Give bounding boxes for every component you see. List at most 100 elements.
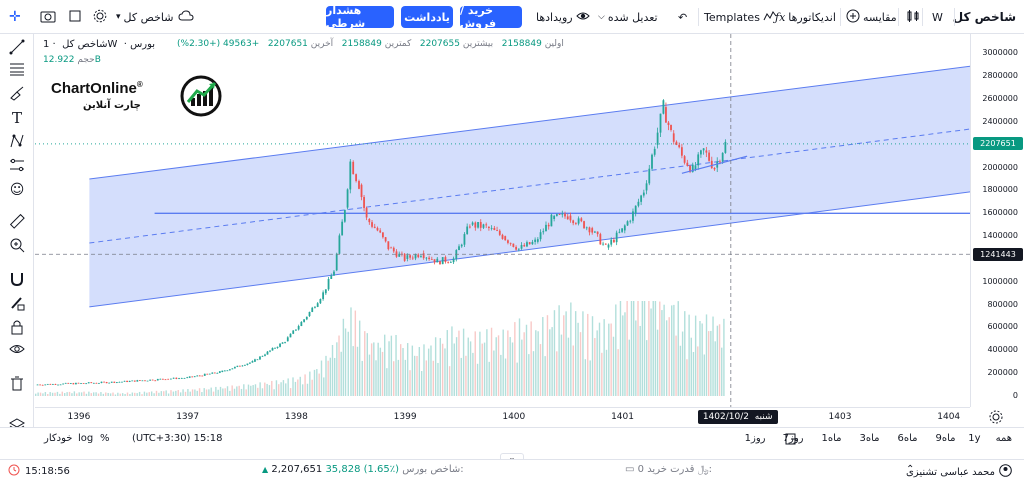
- chart-settings-button[interactable]: [988, 409, 1006, 427]
- horizontal-lines-tool[interactable]: [7, 60, 27, 80]
- prediction-tool[interactable]: [7, 156, 27, 176]
- pattern-tool[interactable]: [7, 132, 27, 152]
- adjusted-dropdown[interactable]: ⌵ تعدیل شده: [598, 10, 658, 24]
- volume-bar: [539, 344, 542, 396]
- trend-line-tool[interactable]: [7, 38, 27, 58]
- price-chart[interactable]: [35, 34, 970, 407]
- candle-body: [180, 378, 183, 379]
- auto-toggle[interactable]: خودکار: [44, 433, 73, 444]
- candle-body: [183, 378, 186, 379]
- chevron-up-icon[interactable]: ⌃: [906, 464, 915, 475]
- period-button[interactable]: 9ماه: [935, 433, 956, 444]
- volume-bar: [628, 339, 631, 396]
- draw-mode-tool[interactable]: [7, 294, 27, 314]
- volume-bar: [514, 322, 516, 396]
- candle-body: [341, 221, 344, 236]
- undo-button[interactable]: ↶: [678, 7, 687, 27]
- interval-button[interactable]: W: [932, 10, 943, 24]
- candle-body: [436, 258, 439, 263]
- candle-body: [69, 383, 72, 384]
- hide-tool[interactable]: [7, 340, 27, 360]
- delete-tool[interactable]: [7, 374, 27, 394]
- volume-bar: [252, 385, 254, 396]
- period-button[interactable]: 1ماه: [821, 433, 842, 444]
- period-button[interactable]: 3ماه: [859, 433, 880, 444]
- buying-power: ▭ 0 ﷼ قدرت خرید:: [625, 464, 713, 475]
- indicators-button[interactable]: ƒx اندیکاتورها: [775, 10, 836, 24]
- settings-button[interactable]: [93, 7, 107, 27]
- timezone-button[interactable]: (UTC+3:30) 15:18: [132, 433, 223, 444]
- volume-bar: [189, 391, 191, 396]
- volume-bar: [701, 323, 703, 396]
- user-menu[interactable]: محمد عباسی تشنیزی: [906, 464, 1012, 480]
- chart-pane[interactable]: شاخص کل · 1W · بورس اولین 2158849 بیشتری…: [35, 34, 970, 407]
- candle-body: [164, 379, 167, 381]
- volume-bar: [677, 301, 679, 396]
- period-button[interactable]: همه: [995, 433, 1012, 444]
- magnet-tool[interactable]: [7, 270, 27, 290]
- volume-bar: [336, 342, 338, 396]
- brush-tool[interactable]: [7, 84, 27, 104]
- ruler-tool[interactable]: [7, 212, 27, 232]
- volume-bar: [275, 380, 278, 396]
- alert-button[interactable]: هشدار شرطی: [326, 4, 394, 30]
- volume-bar: [201, 392, 203, 396]
- price-tick: 2000000: [982, 162, 1018, 172]
- candle-style-button[interactable]: [906, 7, 920, 27]
- cloud-save-button[interactable]: [178, 7, 194, 27]
- candle-body: [607, 244, 610, 248]
- candle-body: [284, 342, 286, 343]
- volume-bar: [535, 330, 537, 396]
- zoom-tool[interactable]: [7, 236, 27, 256]
- index-ticker[interactable]: ▲ 2,207,651 35,828 (1.65٪) شاخص بورس:: [262, 464, 464, 475]
- open-value: 2158849: [501, 39, 542, 49]
- candle-body: [358, 181, 360, 189]
- templates-button[interactable]: Templates: [704, 7, 777, 27]
- volume-bar: [632, 301, 635, 396]
- text-tool[interactable]: T: [7, 108, 27, 128]
- candle-body: [322, 292, 325, 300]
- volume-bar: [364, 331, 366, 396]
- candle-body: [151, 379, 154, 381]
- candle-body: [490, 227, 493, 229]
- trade-button[interactable]: خرید / فروش: [460, 4, 522, 30]
- compare-button[interactable]: مقایسه: [846, 7, 897, 27]
- crosshair-tool[interactable]: ✛: [9, 7, 21, 27]
- note-button[interactable]: یادداشت: [401, 6, 453, 28]
- gear-icon: [93, 9, 107, 26]
- period-button[interactable]: 1روز: [744, 433, 766, 444]
- emoji-tool[interactable]: ☺: [7, 180, 27, 200]
- volume-bar: [710, 330, 712, 396]
- candle-body: [330, 275, 333, 279]
- lock-tool[interactable]: [7, 318, 27, 338]
- layout-dropdown[interactable]: ▾ شاخص کل: [116, 10, 174, 24]
- fullscreen-button[interactable]: [68, 7, 82, 27]
- screenshot-button[interactable]: [40, 7, 56, 27]
- candle-body: [198, 375, 201, 377]
- volume-bar: [264, 382, 266, 396]
- date-range-button[interactable]: [785, 433, 799, 448]
- volume-bar: [699, 320, 701, 396]
- price-tick: 1600000: [982, 208, 1018, 218]
- percent-toggle[interactable]: %: [100, 433, 110, 444]
- period-button[interactable]: 6ماه: [897, 433, 918, 444]
- volume-bar: [622, 315, 624, 396]
- candle-body: [170, 378, 172, 380]
- candle-body: [376, 227, 379, 231]
- volume-bar: [160, 391, 163, 396]
- volume-bar: [179, 392, 182, 396]
- log-toggle[interactable]: log: [78, 433, 94, 444]
- candle-body: [228, 369, 231, 371]
- volume-bar: [236, 386, 238, 396]
- candle-body: [162, 378, 164, 380]
- time-axis[interactable]: 1396 1397 1398 1399 1400 1401 1403 1404 1402/10/…: [35, 407, 970, 427]
- period-button[interactable]: 1y: [968, 433, 981, 444]
- candle-body: [626, 221, 629, 226]
- events-button[interactable]: رویدادها: [536, 7, 590, 27]
- volume-bar: [393, 361, 395, 396]
- symbol-search[interactable]: شاخص کل: [953, 7, 1016, 27]
- candle-body: [264, 354, 266, 356]
- price-axis[interactable]: 3000000 2800000 2600000 2400000 2207651 20000…: [970, 34, 1024, 407]
- candle-body: [675, 141, 678, 145]
- candle-body: [610, 239, 613, 245]
